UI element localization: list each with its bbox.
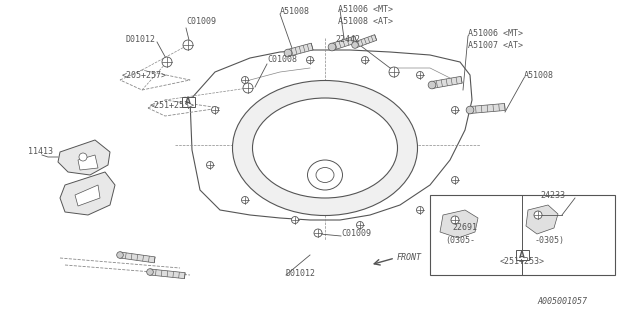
Text: <251+253>: <251+253> (499, 258, 545, 267)
Text: C01009: C01009 (186, 18, 216, 27)
Circle shape (243, 83, 253, 93)
Text: (0305-: (0305- (445, 236, 475, 245)
Circle shape (284, 49, 292, 57)
Polygon shape (58, 140, 110, 175)
Text: A: A (519, 251, 525, 260)
Circle shape (183, 40, 193, 50)
Circle shape (417, 206, 424, 213)
Circle shape (207, 162, 214, 169)
Text: FRONT: FRONT (397, 252, 422, 261)
Text: D01012: D01012 (126, 36, 156, 44)
Bar (182, 97, 195, 107)
Text: A51008: A51008 (524, 70, 554, 79)
Circle shape (79, 153, 87, 161)
Polygon shape (75, 185, 100, 206)
Circle shape (241, 196, 248, 204)
Ellipse shape (253, 98, 397, 198)
Circle shape (147, 269, 154, 275)
Polygon shape (60, 172, 115, 215)
Circle shape (356, 221, 364, 228)
Circle shape (428, 81, 436, 89)
Text: A51007 <AT>: A51007 <AT> (468, 42, 523, 51)
Circle shape (241, 76, 248, 84)
Ellipse shape (232, 81, 417, 215)
Text: 22442: 22442 (335, 36, 360, 44)
Polygon shape (431, 76, 462, 88)
Text: C01008: C01008 (267, 55, 297, 65)
Circle shape (211, 107, 218, 114)
Bar (515, 250, 529, 260)
Circle shape (451, 107, 458, 114)
Text: 11413: 11413 (28, 148, 53, 156)
Polygon shape (120, 252, 155, 263)
Circle shape (417, 71, 424, 78)
Text: <251+253>: <251+253> (150, 101, 195, 110)
Circle shape (291, 217, 298, 223)
Text: C01009: C01009 (341, 229, 371, 238)
Circle shape (534, 211, 542, 219)
Text: A51006 <MT>: A51006 <MT> (338, 5, 393, 14)
Polygon shape (331, 36, 357, 50)
Polygon shape (440, 210, 478, 238)
Polygon shape (190, 50, 472, 220)
Circle shape (362, 57, 369, 63)
Polygon shape (354, 35, 377, 48)
Circle shape (466, 106, 474, 114)
Text: 24233: 24233 (540, 191, 565, 201)
Circle shape (451, 177, 458, 183)
Text: D01012: D01012 (286, 268, 316, 277)
Circle shape (162, 57, 172, 67)
Polygon shape (526, 205, 558, 234)
Circle shape (328, 43, 336, 51)
Text: -0305): -0305) (535, 236, 565, 245)
Circle shape (352, 42, 358, 48)
Bar (430, 195, 615, 275)
Text: A51006 <MT>: A51006 <MT> (468, 29, 523, 38)
Circle shape (314, 229, 322, 237)
Circle shape (116, 252, 124, 258)
Polygon shape (287, 43, 313, 56)
Polygon shape (78, 155, 98, 170)
Text: A51008 <AT>: A51008 <AT> (338, 17, 393, 26)
Circle shape (451, 216, 459, 224)
Text: <205+257>: <205+257> (122, 71, 167, 81)
Polygon shape (470, 103, 505, 114)
Circle shape (389, 67, 399, 77)
Text: A: A (185, 98, 191, 107)
Text: 22691: 22691 (452, 223, 477, 233)
Polygon shape (150, 269, 185, 279)
Circle shape (307, 57, 314, 63)
Text: A005001057: A005001057 (537, 298, 587, 307)
Text: A51008: A51008 (280, 7, 310, 17)
